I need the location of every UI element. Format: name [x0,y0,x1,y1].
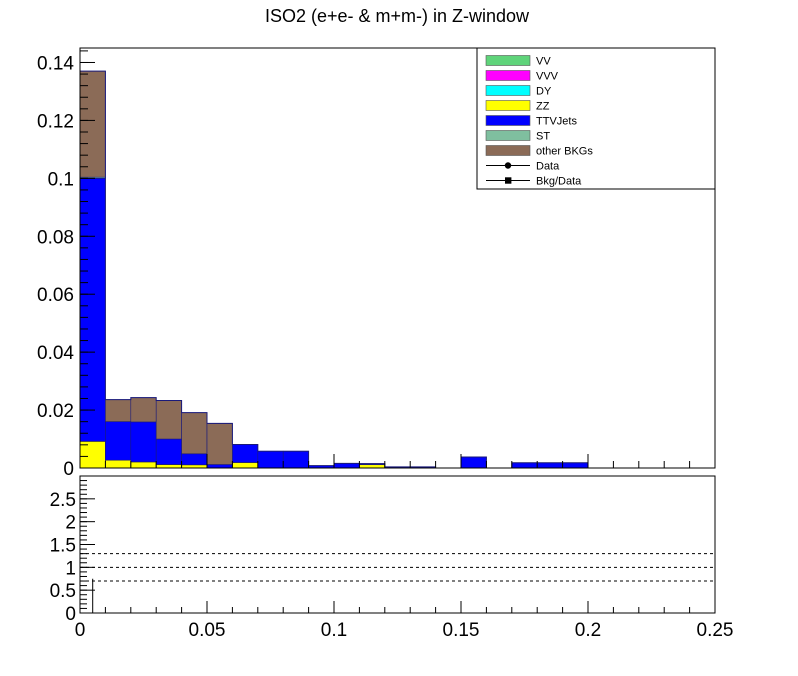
bar-other-bkgs-bin-0 [79,70,106,178]
ratio-x-tick-label: 0.2 [575,620,601,641]
chart-title: ISO2 (e+e- & m+m-) in Z-window [265,6,530,26]
bar-ttvjets-bin-17 [511,462,538,469]
bar-zz-bin-2 [130,461,157,469]
ratio-y-tick-label: 0 [65,604,76,625]
bar-ttvjets-bin-3 [155,438,182,465]
legend-swatch-other-bkgs [485,145,531,156]
main-y-tick-label: 0.02 [37,401,74,422]
bar-ttvjets-bin-19 [562,462,589,469]
bar-ttvjets-bin-6 [232,444,259,463]
legend-label: DY [536,86,552,98]
main-y-tick-label: 0.12 [37,111,74,132]
ratio-y-tick-label: 2.5 [50,490,76,511]
legend-label: TTVJets [536,116,577,128]
bar-ttvjets-bin-1 [105,421,132,461]
main-y-tick-label: 0.04 [37,343,74,364]
bar-zz-bin-0 [79,441,106,469]
main-plot-frame [79,47,716,469]
bar-ttvjets-bin-18 [536,462,563,469]
bar-zz-bin-11 [359,464,386,469]
bar-zz-bin-6 [232,462,259,469]
ratio-x-tick-label: 0.05 [189,620,226,641]
ratio-y-tick-label: 0.5 [50,581,76,602]
main-y-tick-label: 0.1 [48,169,74,190]
legend-label: other BKGs [536,146,593,158]
bar-ttvjets-bin-10 [333,463,360,469]
bar-other-bkgs-bin-2 [130,397,157,423]
bar-ttvjets-bin-4 [181,453,208,466]
ratio-y-tick-label: 2 [65,513,76,534]
legend-marker-circle [504,162,512,169]
bar-ttvjets-bin-2 [130,421,157,463]
legend-label: Bkg/Data [536,176,582,188]
ratio-x-tick-label: 0.25 [697,620,734,641]
ratio-x-tick-label: 0.1 [321,620,347,641]
ratio-y-tick-label: 1.5 [50,536,76,557]
bar-other-bkgs-bin-4 [181,412,208,455]
bar-ttvjets-bin-8 [282,450,309,469]
legend-swatch-ttvjets [485,115,531,126]
ratio-reference-lines [80,553,715,582]
bar-other-bkgs-bin-1 [105,399,132,422]
ratio-y-tick-label: 1 [65,558,76,579]
ratio-x-tick-label: 0 [75,620,86,641]
legend-marker-square [505,177,512,184]
main-y-tick-label: 0.08 [37,227,74,248]
main-y-tick-label: 0.06 [37,285,74,306]
legend-swatch-vvv [485,70,531,81]
bar-ttvjets-bin-7 [257,450,284,469]
bar-ttvjets-bin-0 [79,178,106,442]
legend-swatch-zz [485,100,531,111]
legend-label: Data [536,161,560,173]
bar-other-bkgs-bin-3 [155,400,182,440]
main-y-tick-label: 0.14 [37,53,74,74]
main-plot-bars [79,70,715,469]
legend-label: ZZ [536,101,550,113]
legend-label: VVV [536,71,559,83]
bar-zz-bin-1 [105,459,132,469]
main-y-tick-label: 0 [63,459,74,480]
bar-zz-bin-3 [155,464,182,469]
ratio-x-axis: 0 0.05 0.1 0.15 0.2 0.25 [75,601,734,641]
ratio-y-axis: 00.511.522.5 [50,480,95,625]
main-frame-border [79,47,716,469]
bar-ttvjets-bin-5 [206,464,233,469]
ratio-plot-frame [79,475,716,614]
legend-label: VV [536,56,551,68]
ratio-x-tick-label: 0.15 [443,620,480,641]
legend-label: ST [536,131,550,143]
main-y-axis: 0 0.02 0.04 0.06 0.08 0.1 0.12 0.14 [37,50,95,480]
legend-swatch-dy [485,85,531,96]
ratio-frame-border [79,475,716,614]
legend-swatch-st [485,130,531,141]
main-x-axis-ticks [79,454,716,468]
legend-swatch-vv [485,55,531,66]
bar-ttvjets-bin-15 [460,456,487,469]
bar-other-bkgs-bin-5 [206,423,233,465]
